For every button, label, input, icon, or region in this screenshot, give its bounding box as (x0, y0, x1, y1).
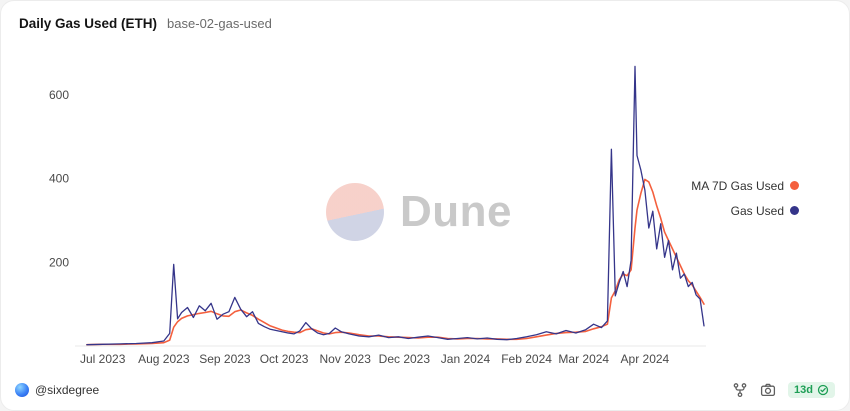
footer-actions: 13d (732, 382, 835, 398)
svg-text:Apr 2024: Apr 2024 (621, 352, 670, 366)
svg-text:Jan 2024: Jan 2024 (441, 352, 491, 366)
legend-item-gas-used[interactable]: Gas Used (691, 198, 799, 223)
svg-text:Dec 2023: Dec 2023 (379, 352, 431, 366)
screenshot-button[interactable] (760, 382, 776, 398)
legend-label: Gas Used (730, 203, 784, 218)
dune-logo-icon (326, 183, 384, 241)
chart-title: Daily Gas Used (ETH) (19, 16, 158, 31)
legend-item-ma-7d-gas-used[interactable]: MA 7D Gas Used (691, 173, 799, 198)
data-freshness-badge[interactable]: 13d (788, 382, 835, 398)
legend-dot-gas-used (790, 206, 799, 215)
dune-watermark-link[interactable]: Dune (326, 183, 512, 241)
chart-header: Daily Gas Used (ETH) base-02-gas-used (1, 1, 849, 41)
camera-icon (760, 383, 776, 397)
clock-check-icon (817, 384, 829, 396)
query-name: base-02-gas-used (167, 16, 272, 31)
svg-text:Aug 2023: Aug 2023 (138, 352, 190, 366)
legend-label: MA 7D Gas Used (691, 178, 784, 193)
svg-text:600: 600 (49, 88, 69, 102)
fork-button[interactable] (732, 382, 748, 398)
svg-text:Oct 2023: Oct 2023 (260, 352, 309, 366)
svg-text:Feb 2024: Feb 2024 (501, 352, 552, 366)
svg-text:200: 200 (49, 255, 69, 269)
embed-footer: @sixdegree 13d (1, 374, 849, 410)
author-link[interactable]: @sixdegree (15, 383, 99, 397)
svg-text:Jul 2023: Jul 2023 (80, 352, 126, 366)
author-avatar (15, 383, 29, 397)
author-handle: @sixdegree (35, 383, 100, 397)
svg-text:Mar 2024: Mar 2024 (558, 352, 609, 366)
fork-icon (733, 383, 747, 398)
chart-legend: MA 7D Gas Used Gas Used (691, 173, 799, 223)
line-chart-plot-area[interactable]: 200 400 600 Jul 2023 Aug 2023 Sep 2023 Oct 202… (1, 1, 850, 381)
svg-text:Nov 2023: Nov 2023 (320, 352, 372, 366)
svg-text:Sep 2023: Sep 2023 (199, 352, 251, 366)
refresh-age-label: 13d (794, 384, 813, 396)
svg-text:400: 400 (49, 172, 69, 186)
legend-dot-ma-7d (790, 181, 799, 190)
dune-wordmark: Dune (400, 187, 512, 236)
